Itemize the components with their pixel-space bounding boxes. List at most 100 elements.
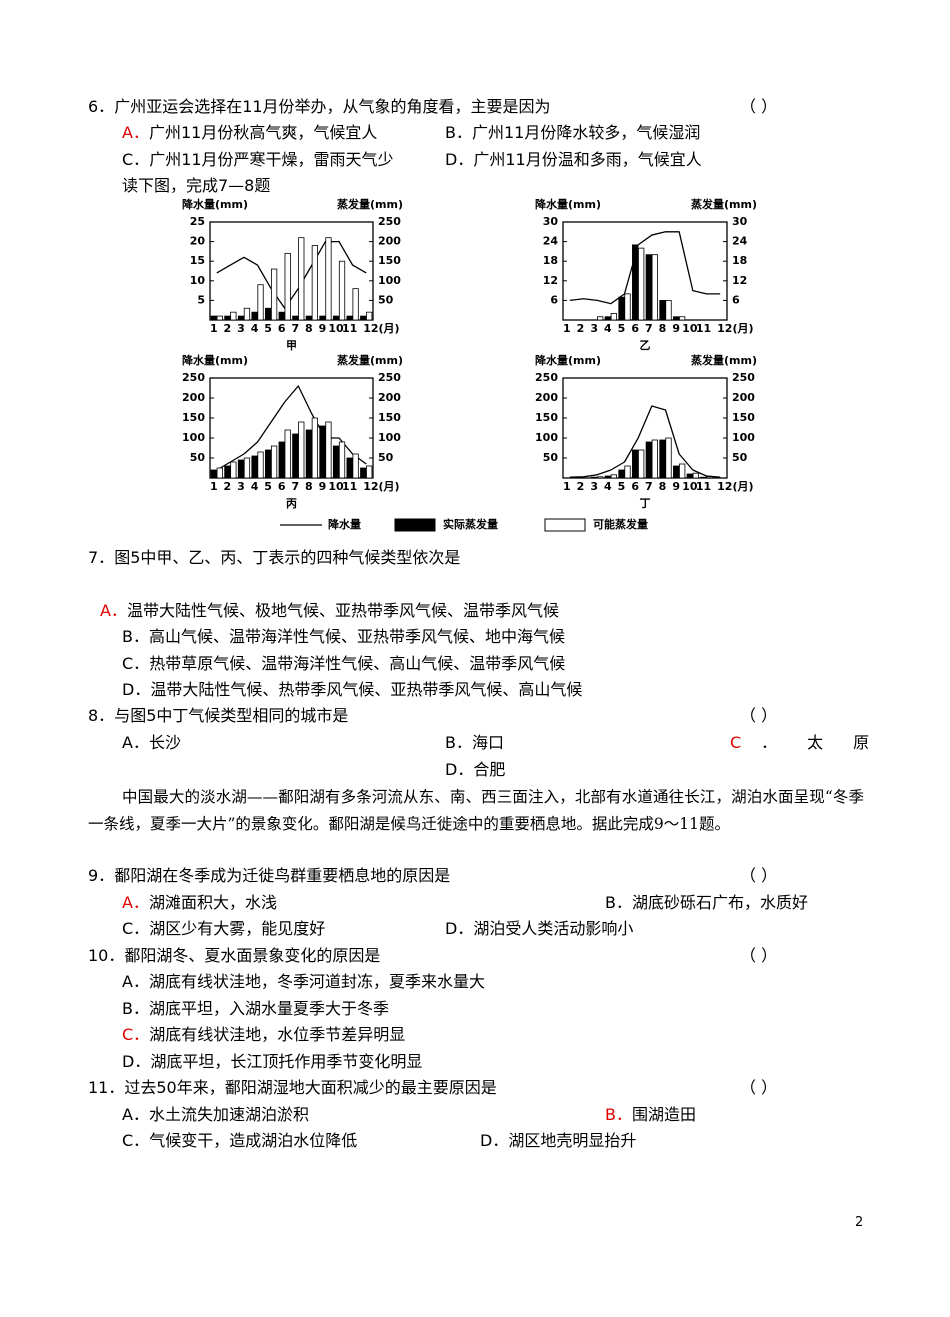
- bar: [638, 247, 645, 321]
- option-text: 湖底平坦，长江顶托作用季节变化明显: [150, 1052, 423, 1071]
- x-tick-label: 4: [251, 322, 259, 335]
- q-stem: 过去50年来，鄱阳湖湿地大面积减少的最主要原因是: [124, 1078, 497, 1097]
- legend-swatch: [544, 518, 586, 532]
- chart-title: 甲: [286, 339, 297, 352]
- x-tick-label: 2: [224, 480, 232, 493]
- option-text: 湖区地壳明显抬升: [508, 1131, 637, 1150]
- bar: [632, 244, 639, 321]
- x-tick-label: 7: [291, 480, 299, 493]
- y-tick-label: 250: [535, 371, 558, 384]
- plot-frame: [209, 221, 374, 321]
- x-tick-label: 5: [264, 322, 272, 335]
- x-tick-label: 12(月): [363, 480, 399, 493]
- y2-tick-label: 150: [378, 411, 401, 424]
- bar: [210, 315, 217, 321]
- y2-tick-label: 12: [732, 274, 747, 287]
- bar: [332, 315, 340, 321]
- y2-tick-label: 50: [378, 451, 394, 464]
- bar: [659, 439, 666, 479]
- bar: [265, 449, 272, 479]
- q-number: 8．: [88, 706, 115, 725]
- bar: [346, 457, 353, 479]
- option-text: 高山气候、温带海洋性气候、亚热带季风气候、地中海气候: [148, 627, 565, 646]
- bar: [278, 311, 285, 321]
- chart-title: 丙: [286, 497, 297, 510]
- question-stem: 6．广州亚运会选择在11月份举办，从气象的角度看，主要是因为: [88, 97, 551, 117]
- bar: [692, 472, 699, 479]
- y2-tick-label: 250: [378, 371, 401, 384]
- bar: [597, 476, 604, 479]
- y2-tick-label: 50: [732, 451, 748, 464]
- x-tick-label: 1: [563, 480, 571, 493]
- question-stem: 8．与图5中丁气候类型相同的城市是: [88, 706, 348, 726]
- plot-frame: [562, 377, 728, 479]
- x-tick-label: 3: [237, 480, 245, 493]
- option: A．温带大陆性气候、极地气候、亚热带季风气候、温带季风气候: [100, 601, 559, 621]
- y2-tick-label: 24: [732, 235, 748, 248]
- legend-swatch: [394, 518, 436, 532]
- answer-bracket: （ ）: [740, 706, 778, 725]
- y-tick-label: 12: [543, 274, 558, 287]
- y-tick-label: 200: [535, 391, 558, 404]
- option: B．湖底砂砾石广布，水质好: [605, 893, 808, 913]
- bar: [305, 315, 313, 321]
- x-tick-label: 7: [645, 480, 653, 493]
- y2-tick-label: 50: [378, 293, 394, 306]
- answer-bracket: （ ）: [740, 946, 778, 965]
- bar: [216, 315, 223, 321]
- option-label: D．: [122, 680, 151, 699]
- y-tick-label: 100: [535, 431, 558, 444]
- option-label: C．: [122, 1025, 150, 1044]
- x-tick-label: 11: [696, 480, 711, 493]
- bar: [305, 429, 313, 479]
- y2-tick-label: 100: [732, 431, 755, 444]
- y-tick-label: 150: [182, 411, 205, 424]
- y2-axis-label: 蒸发量(mm): [691, 353, 757, 367]
- x-tick-label: 1: [563, 322, 571, 335]
- option-text: 广州11月份温和多雨，气候宜人: [473, 150, 702, 169]
- bar: [243, 307, 251, 321]
- y-tick-label: 24: [543, 235, 559, 248]
- y-tick-label: 150: [535, 411, 558, 424]
- bar: [346, 315, 353, 321]
- option-label: A．: [122, 733, 149, 752]
- y-tick-label: 50: [543, 451, 559, 464]
- y2-axis-label: 蒸发量(mm): [337, 197, 403, 211]
- x-tick-label: 5: [618, 322, 626, 335]
- bar: [257, 451, 264, 479]
- bar: [243, 457, 251, 479]
- q-number: 10．: [88, 946, 125, 965]
- bar: [638, 449, 645, 479]
- option: A．湖滩面积大，水浅: [122, 893, 277, 913]
- option: A．广州11月份秋高气爽，气候宜人: [122, 123, 377, 143]
- y-tick-label: 20: [190, 235, 206, 248]
- bar: [284, 429, 291, 479]
- y-tick-label: 10: [190, 274, 206, 287]
- bar: [237, 315, 245, 321]
- option: D．湖区地壳明显抬升: [480, 1131, 636, 1151]
- y-tick-label: 30: [543, 215, 559, 228]
- bar: [366, 465, 373, 479]
- option-label: B．: [122, 627, 149, 646]
- bar: [292, 315, 299, 321]
- x-tick-label: 10: [682, 480, 698, 493]
- x-tick-label: 10: [682, 322, 698, 335]
- bar: [665, 437, 672, 479]
- option-text: 海口: [471, 733, 504, 752]
- bar: [325, 421, 332, 479]
- bar: [679, 316, 686, 321]
- option-text: 湖区少有大雾，能见度好: [149, 919, 326, 938]
- answer-bracket: （ ）: [740, 1078, 778, 1097]
- y-tick-label: 15: [190, 254, 205, 267]
- y2-tick-label: 150: [732, 411, 755, 424]
- option: D．温带大陆性气候、热带季风气候、亚热带季风气候、高山气候: [122, 680, 582, 700]
- bar: [278, 441, 285, 479]
- bar: [700, 476, 707, 479]
- x-tick-label: 5: [264, 480, 272, 493]
- x-tick-label: 11: [342, 322, 357, 335]
- bar: [645, 254, 652, 321]
- option-text: 广州11月份严寒干燥，雷雨天气少: [149, 150, 394, 169]
- option-text: 合肥: [473, 760, 506, 779]
- x-tick-label: 4: [604, 322, 612, 335]
- x-tick-label: 8: [659, 322, 667, 335]
